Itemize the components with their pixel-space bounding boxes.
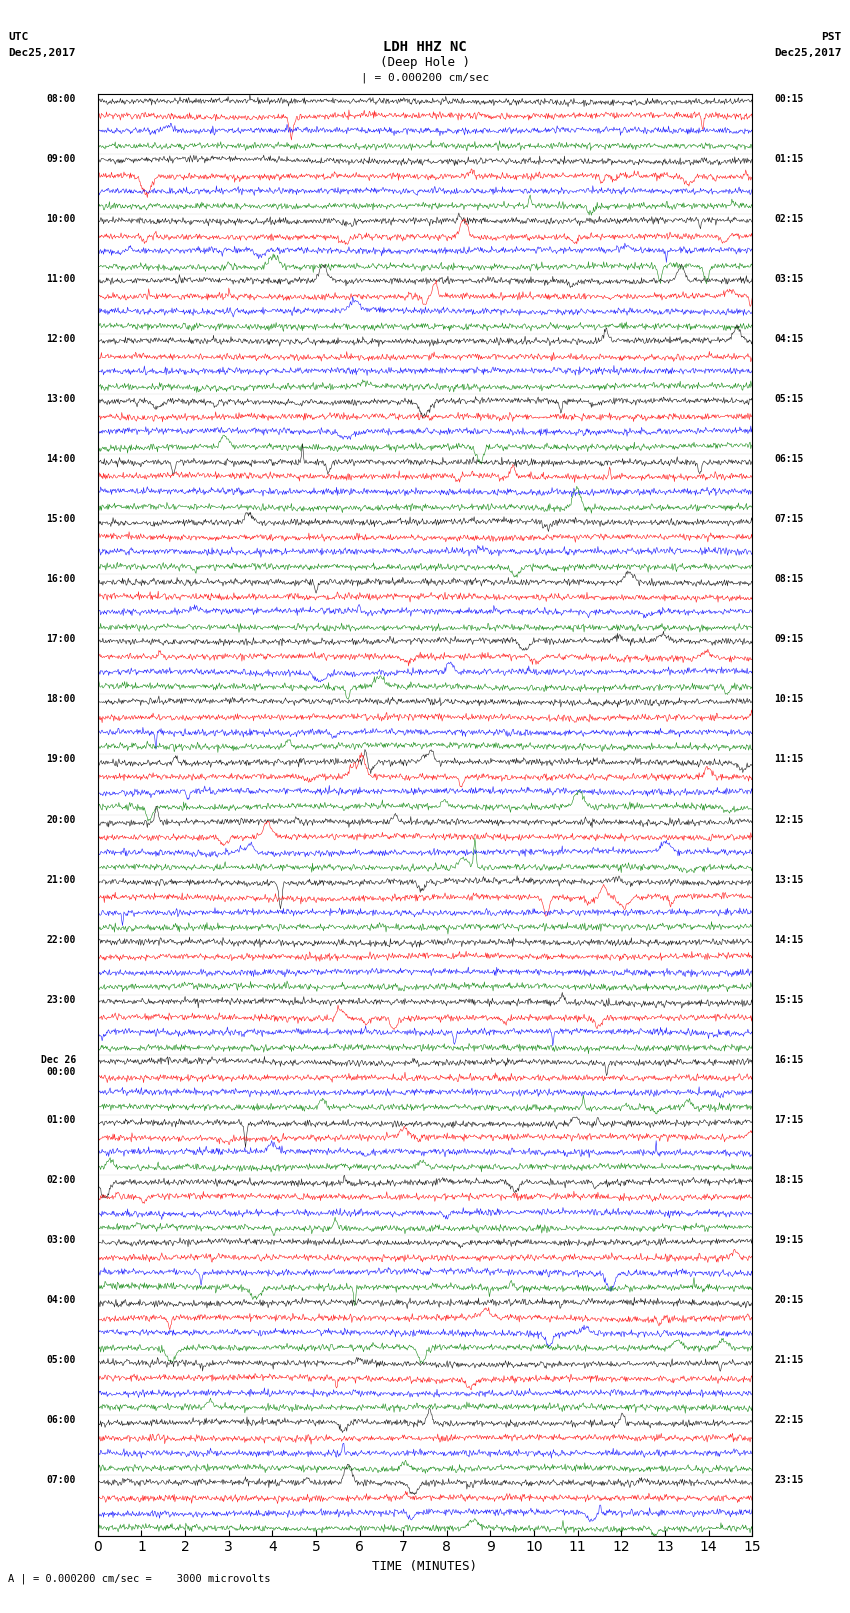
Text: PST: PST xyxy=(821,32,842,42)
Text: 12:15: 12:15 xyxy=(774,815,803,824)
Text: 13:00: 13:00 xyxy=(47,394,76,403)
Text: 05:00: 05:00 xyxy=(47,1355,76,1365)
Text: 06:00: 06:00 xyxy=(47,1416,76,1426)
Text: 22:15: 22:15 xyxy=(774,1416,803,1426)
Text: 03:00: 03:00 xyxy=(47,1236,76,1245)
Text: 04:15: 04:15 xyxy=(774,334,803,344)
Text: 18:15: 18:15 xyxy=(774,1174,803,1186)
Text: 02:00: 02:00 xyxy=(47,1174,76,1186)
Text: 04:00: 04:00 xyxy=(47,1295,76,1305)
Text: | = 0.000200 cm/sec: | = 0.000200 cm/sec xyxy=(361,73,489,84)
Text: 11:00: 11:00 xyxy=(47,274,76,284)
Text: UTC: UTC xyxy=(8,32,29,42)
Text: 14:00: 14:00 xyxy=(47,455,76,465)
Text: 15:15: 15:15 xyxy=(774,995,803,1005)
Text: 09:00: 09:00 xyxy=(47,153,76,163)
Text: (Deep Hole ): (Deep Hole ) xyxy=(380,56,470,69)
Text: 20:15: 20:15 xyxy=(774,1295,803,1305)
Text: Dec25,2017: Dec25,2017 xyxy=(774,48,842,58)
Text: 20:00: 20:00 xyxy=(47,815,76,824)
Text: 01:00: 01:00 xyxy=(47,1115,76,1124)
Text: 21:15: 21:15 xyxy=(774,1355,803,1365)
Text: 06:15: 06:15 xyxy=(774,455,803,465)
Text: 23:15: 23:15 xyxy=(774,1476,803,1486)
Text: Dec 26
00:00: Dec 26 00:00 xyxy=(41,1055,76,1076)
Text: LDH HHZ NC: LDH HHZ NC xyxy=(383,40,467,55)
Text: 07:00: 07:00 xyxy=(47,1476,76,1486)
Text: 15:00: 15:00 xyxy=(47,515,76,524)
Text: 10:15: 10:15 xyxy=(774,695,803,705)
Text: 12:00: 12:00 xyxy=(47,334,76,344)
Text: 23:00: 23:00 xyxy=(47,995,76,1005)
Text: 03:15: 03:15 xyxy=(774,274,803,284)
Text: 19:00: 19:00 xyxy=(47,755,76,765)
Text: 09:15: 09:15 xyxy=(774,634,803,644)
Text: 22:00: 22:00 xyxy=(47,936,76,945)
Text: 18:00: 18:00 xyxy=(47,695,76,705)
Text: 16:15: 16:15 xyxy=(774,1055,803,1065)
Text: 19:15: 19:15 xyxy=(774,1236,803,1245)
Text: 17:00: 17:00 xyxy=(47,634,76,644)
Text: 11:15: 11:15 xyxy=(774,755,803,765)
Text: 08:15: 08:15 xyxy=(774,574,803,584)
X-axis label: TIME (MINUTES): TIME (MINUTES) xyxy=(372,1560,478,1573)
Text: 17:15: 17:15 xyxy=(774,1115,803,1124)
Text: 07:15: 07:15 xyxy=(774,515,803,524)
Text: 16:00: 16:00 xyxy=(47,574,76,584)
Text: 13:15: 13:15 xyxy=(774,874,803,884)
Text: Dec25,2017: Dec25,2017 xyxy=(8,48,76,58)
Text: 01:15: 01:15 xyxy=(774,153,803,163)
Text: A | = 0.000200 cm/sec =    3000 microvolts: A | = 0.000200 cm/sec = 3000 microvolts xyxy=(8,1573,271,1584)
Text: 05:15: 05:15 xyxy=(774,394,803,403)
Text: 10:00: 10:00 xyxy=(47,215,76,224)
Text: 14:15: 14:15 xyxy=(774,936,803,945)
Text: 02:15: 02:15 xyxy=(774,215,803,224)
Text: 08:00: 08:00 xyxy=(47,94,76,103)
Text: 00:15: 00:15 xyxy=(774,94,803,103)
Text: 21:00: 21:00 xyxy=(47,874,76,884)
